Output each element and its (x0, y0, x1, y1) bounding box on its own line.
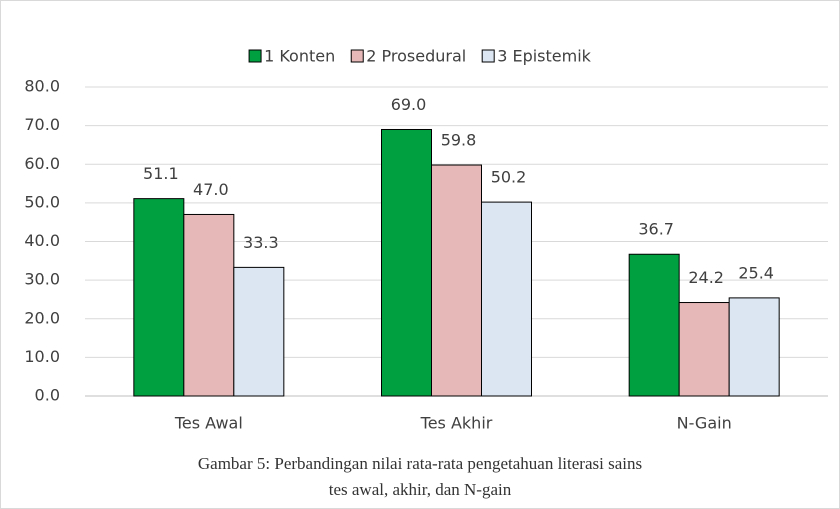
legend-swatch (481, 49, 495, 63)
legend-label: 2 Prosedural (366, 47, 466, 66)
bar (678, 302, 730, 397)
bar (481, 201, 532, 397)
y-tick-label: 10.0 (24, 347, 60, 366)
bar (233, 266, 285, 397)
caption-line: tes awal, akhir, dan N-gain (329, 480, 512, 499)
data-label: 59.8 (441, 131, 477, 150)
y-tick-label: 70.0 (24, 115, 60, 134)
y-tick-label: 20.0 (24, 308, 60, 327)
data-label: 33.3 (243, 233, 279, 252)
y-tick-label: 40.0 (24, 231, 60, 250)
x-tick-label: N-Gain (677, 414, 732, 433)
legend-label: 1 Konten (264, 47, 335, 66)
y-tick-label: 30.0 (24, 270, 60, 289)
data-label: 69.0 (391, 95, 427, 114)
y-tick-label: 0.0 (35, 386, 60, 405)
bar (728, 297, 780, 397)
y-tick-label: 80.0 (24, 77, 60, 96)
y-tick-label: 50.0 (24, 192, 60, 211)
legend-swatch (350, 49, 364, 63)
data-label: 51.1 (143, 164, 179, 183)
bar (628, 253, 680, 397)
x-tick-label: Tes Awal (174, 414, 243, 433)
data-label: 25.4 (738, 263, 774, 282)
data-label: 50.2 (491, 168, 527, 187)
bar (381, 128, 432, 397)
legend-label: 3 Epistemik (497, 47, 591, 66)
data-label: 24.2 (688, 268, 724, 287)
x-tick-label: Tes Akhir (420, 414, 493, 433)
bar (183, 213, 235, 397)
caption-line: Gambar 5: Perbandingan nilai rata-rata p… (198, 454, 642, 473)
y-tick-label: 60.0 (24, 154, 60, 173)
data-label: 47.0 (193, 180, 229, 199)
data-label: 36.7 (638, 220, 674, 239)
bar (133, 198, 185, 397)
legend-swatch (248, 49, 262, 63)
bar (431, 164, 482, 397)
